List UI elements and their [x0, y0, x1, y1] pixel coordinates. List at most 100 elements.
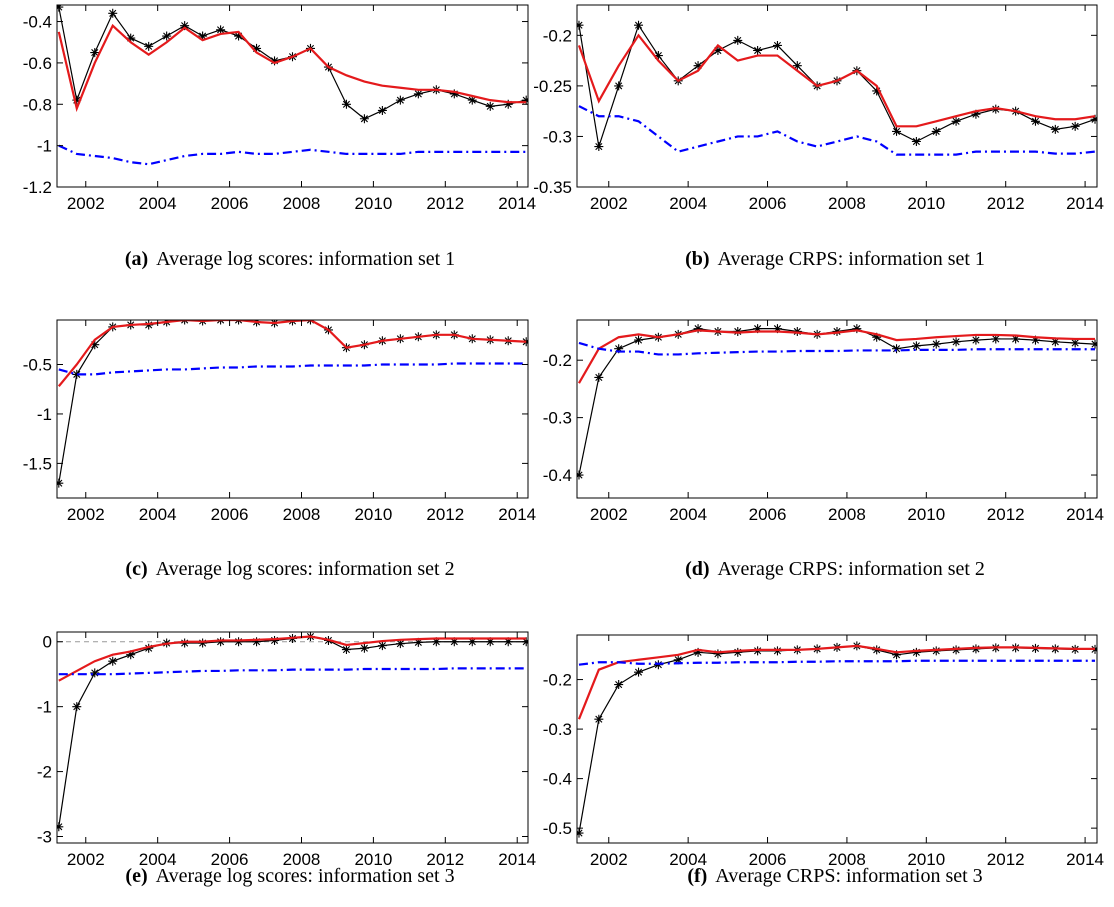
y-tick-label: -0.8 — [23, 95, 52, 114]
marker — [413, 637, 423, 647]
marker — [713, 649, 723, 659]
marker — [503, 637, 513, 647]
caption: (e) Average log scores: information set 3 — [125, 865, 454, 887]
axes-frame — [56, 631, 529, 844]
marker — [733, 35, 743, 45]
marker — [1011, 334, 1021, 344]
panel: 2002 2004 2006 2008 2010 2012 2014 -0.4 -0.3 -0.2… — [543, 319, 1104, 580]
caption: (f) Average CRPS: information set 3 — [687, 865, 982, 887]
caption-label: (a) — [125, 248, 148, 270]
axes-frame — [576, 634, 1098, 844]
series-line — [57, 320, 527, 387]
marker — [108, 656, 118, 666]
x-tick-label: 2006 — [211, 505, 249, 524]
marker — [180, 21, 190, 31]
marker — [792, 326, 802, 336]
axes-frame — [576, 4, 1098, 188]
y-tick-label: -0.6 — [23, 54, 52, 73]
x-tick-label: 2014 — [498, 505, 536, 524]
series-line — [578, 105, 1096, 156]
marker — [1030, 335, 1040, 345]
x-tick-label: 2012 — [426, 194, 464, 213]
series-line — [58, 635, 527, 682]
axes-frame — [56, 4, 529, 188]
caption-label: (d) — [685, 558, 709, 580]
marker — [216, 637, 226, 647]
marker — [485, 101, 495, 111]
marker — [1030, 116, 1040, 126]
x-tick-label: 2008 — [828, 194, 866, 213]
y-tick-label: -0.3 — [543, 127, 572, 146]
marker — [991, 334, 1001, 344]
x-tick-label: 2002 — [67, 850, 105, 869]
marker — [57, 822, 64, 832]
y-tick-label: -0.4 — [23, 13, 52, 32]
y-tick-label: -1.2 — [23, 178, 52, 197]
marker — [377, 641, 387, 651]
x-tick-label: 2014 — [498, 850, 536, 869]
marker — [234, 637, 244, 647]
marker — [872, 332, 882, 342]
marker — [931, 126, 941, 136]
x-tick-label: 2004 — [139, 850, 177, 869]
marker — [90, 48, 100, 58]
x-tick-label: 2014 — [1066, 850, 1104, 869]
marker — [772, 324, 782, 334]
marker — [449, 637, 459, 647]
marker — [971, 335, 981, 345]
marker — [872, 86, 882, 96]
caption: (b) Average CRPS: information set 1 — [685, 248, 985, 270]
marker — [449, 89, 459, 99]
y-tick-label: -0.2 — [543, 671, 572, 690]
marker — [90, 668, 100, 678]
y-tick-label: -1 — [37, 137, 52, 156]
x-tick-label: 2014 — [1066, 194, 1104, 213]
marker — [931, 339, 941, 349]
marker — [90, 340, 100, 350]
x-tick-label: 2006 — [749, 194, 787, 213]
y-tick-label: -0.2 — [543, 351, 572, 370]
marker — [162, 31, 172, 41]
marker — [693, 61, 703, 71]
marker — [198, 31, 208, 41]
marker — [911, 341, 921, 351]
marker — [971, 109, 981, 119]
x-tick-label: 2010 — [907, 505, 945, 524]
marker — [673, 655, 683, 665]
marker — [753, 46, 763, 55]
marker — [144, 643, 154, 653]
marker — [594, 372, 604, 382]
marker — [485, 637, 495, 647]
panel: 2002 2004 2006 2008 2010 2012 2014 -1.5 -1 -0.5 (c… — [23, 319, 536, 580]
plot-area — [57, 632, 528, 832]
y-tick-label: -1.5 — [23, 454, 52, 473]
caption-label: (e) — [125, 865, 147, 887]
x-tick-label: 2010 — [907, 194, 945, 213]
x-tick-label: 2004 — [669, 194, 707, 213]
caption-label: (c) — [125, 558, 147, 580]
marker — [634, 335, 644, 345]
marker — [614, 344, 624, 354]
marker — [72, 369, 82, 379]
caption: (a) Average log scores: information set 1 — [125, 248, 455, 270]
marker — [521, 337, 528, 347]
x-tick-label: 2008 — [828, 505, 866, 524]
series-line — [58, 635, 527, 827]
series-line — [578, 329, 1096, 384]
x-tick-label: 2006 — [211, 194, 249, 213]
x-tick-label: 2014 — [1066, 505, 1104, 524]
x-tick-label: 2010 — [907, 850, 945, 869]
caption: (d) Average CRPS: information set 2 — [685, 558, 985, 580]
marker — [180, 638, 190, 648]
x-tick-label: 2012 — [426, 505, 464, 524]
marker — [911, 137, 921, 146]
marker — [359, 643, 369, 653]
marker — [467, 637, 477, 647]
caption: (c) Average log scores: information set 2 — [125, 558, 454, 580]
marker — [270, 635, 280, 645]
marker — [395, 95, 405, 105]
marker — [577, 20, 584, 30]
marker — [72, 702, 82, 712]
